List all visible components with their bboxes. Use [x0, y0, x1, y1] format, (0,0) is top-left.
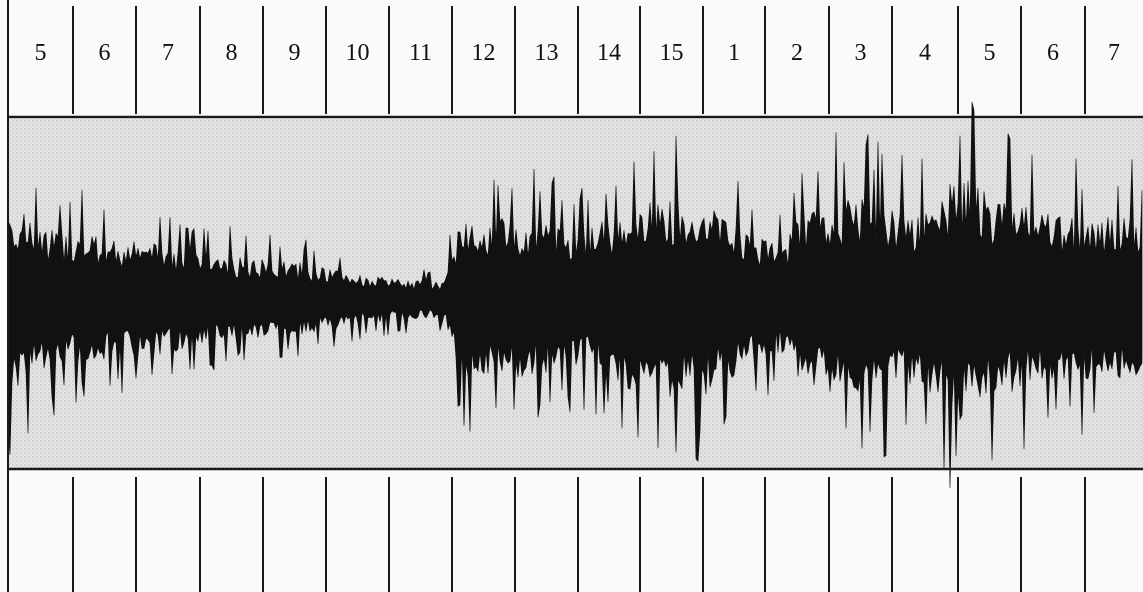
- beat-number-label: 11: [409, 40, 432, 66]
- beat-number-label: 9: [289, 40, 301, 66]
- beat-number-label: 4: [919, 40, 931, 66]
- beat-number-label: 1: [728, 40, 740, 66]
- amplitude-waveform: [7, 101, 1143, 489]
- beat-number-strip: 5 6 7 8 9 10 11 12 13 14 15 1 2 3 4 5 6 7: [8, 6, 1143, 119]
- beat-number-label: 12: [472, 40, 496, 66]
- beat-number-label: 5: [35, 40, 47, 66]
- beat-number-label: 7: [162, 40, 174, 66]
- beat-number-label: 6: [99, 40, 111, 66]
- beat-number-label: 15: [660, 40, 684, 66]
- beat-number-label: 2: [791, 40, 803, 66]
- beat-number-label: 10: [346, 40, 370, 66]
- beat-number-label: 14: [597, 40, 621, 66]
- beat-number-label: 8: [226, 40, 238, 66]
- bottom-grid-strip: [72, 477, 1086, 592]
- beat-number-label: 6: [1047, 40, 1059, 66]
- beat-number-label: 13: [535, 40, 559, 66]
- beat-number-label: 5: [984, 40, 996, 66]
- beat-number-label: 7: [1108, 40, 1120, 66]
- beat-number-label: 3: [855, 40, 867, 66]
- waveform-band: [7, 101, 1143, 489]
